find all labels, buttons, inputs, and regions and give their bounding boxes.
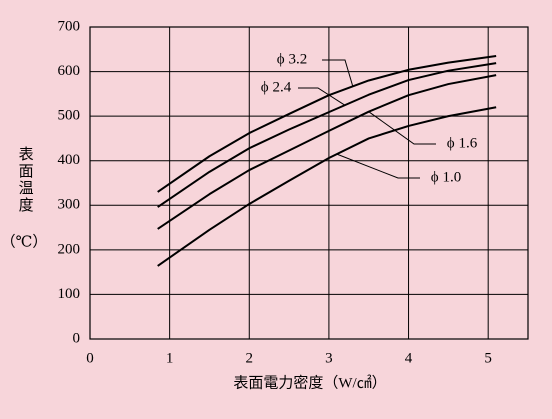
y-tick-label: 0 bbox=[73, 330, 81, 346]
series-label: ϕ 1.0 bbox=[431, 169, 461, 185]
y-axis-label: 表面温度 bbox=[17, 146, 34, 214]
x-tick-label: 0 bbox=[86, 350, 94, 366]
y-tick-label: 600 bbox=[58, 63, 81, 79]
series-label: ϕ 2.4 bbox=[261, 79, 292, 95]
series-label: ϕ 3.2 bbox=[277, 51, 307, 67]
leader-line bbox=[322, 59, 354, 87]
leader-line bbox=[336, 153, 420, 179]
series-line bbox=[157, 62, 497, 208]
x-tick-label: 2 bbox=[246, 350, 254, 366]
y-tick-label: 400 bbox=[58, 152, 81, 168]
x-axis-label: 表面電力密度（W/㎠） bbox=[233, 374, 386, 391]
x-tick-label: 3 bbox=[325, 350, 333, 366]
y-tick-label: 200 bbox=[58, 241, 81, 257]
y-tick-label: 100 bbox=[58, 286, 81, 302]
x-tick-label: 1 bbox=[166, 350, 174, 366]
y-tick-label: 500 bbox=[58, 108, 81, 124]
x-tick-label: 5 bbox=[484, 350, 492, 366]
plot-frame bbox=[89, 26, 529, 340]
series-label: ϕ 1.6 bbox=[447, 135, 478, 151]
leader-line bbox=[368, 111, 436, 145]
series-line bbox=[157, 106, 497, 267]
series-line bbox=[157, 74, 497, 230]
x-tick-label: 4 bbox=[405, 350, 413, 366]
leader-line bbox=[298, 87, 346, 106]
y-tick-label: 300 bbox=[58, 197, 81, 213]
y-axis-unit: （℃） bbox=[1, 233, 48, 250]
y-tick-label: 700 bbox=[58, 18, 81, 34]
